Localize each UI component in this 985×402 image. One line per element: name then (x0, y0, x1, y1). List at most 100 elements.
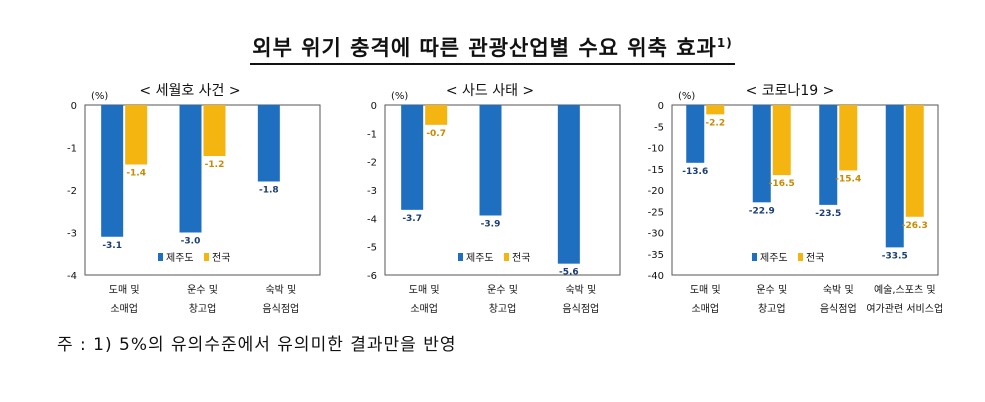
x-category-label: 창고업 (189, 302, 217, 315)
plot-frame (84, 104, 321, 276)
x-category-label: 도매 및 (690, 284, 721, 296)
data-label: -16.5 (769, 179, 795, 189)
x-category-label: 소매업 (110, 302, 138, 315)
data-label: -3.1 (102, 241, 122, 251)
x-category-label: 소매업 (410, 302, 438, 315)
panel-title-sewol: < 세월호 사건 > (139, 83, 241, 99)
y-unit-label: (%) (678, 91, 695, 102)
x-category-label: 소매업 (691, 302, 719, 315)
y-tick-label: -1 (367, 129, 377, 140)
legend-swatch-jeju (752, 253, 757, 261)
bar-national (425, 105, 448, 125)
legend-label-jeju: 제주도 (166, 252, 194, 264)
data-label: -1.2 (205, 160, 225, 170)
legend-label-jeju: 제주도 (760, 252, 788, 264)
x-category-label: 음식점업 (820, 302, 857, 315)
x-category-label: 창고업 (489, 302, 517, 315)
x-category-label: 숙박 및 (823, 284, 854, 296)
data-label: -0.7 (426, 129, 446, 139)
bar-jeju (257, 105, 280, 182)
bar-national (905, 105, 924, 217)
y-tick-label: -4 (67, 271, 77, 282)
bar-jeju (686, 105, 705, 163)
legend-swatch-jeju (158, 253, 163, 261)
panel-title-thaad: < 사드 사태 > (445, 83, 535, 99)
chart-title-text: 외부 위기 충격에 따른 관광산업별 수요 위축 효과 (252, 36, 717, 60)
x-category-label: 운수 및 (487, 284, 518, 296)
plot-frame (384, 104, 621, 276)
y-tick-label: -5 (654, 122, 664, 133)
plot-frame (671, 104, 939, 276)
y-unit-label: (%) (391, 91, 408, 102)
y-tick-label: 0 (658, 101, 664, 112)
y-tick-label: 0 (371, 101, 377, 112)
x-category-label: 숙박 및 (265, 284, 296, 296)
legend-swatch-national (798, 253, 803, 261)
y-tick-label: -3 (67, 229, 77, 240)
data-label: -1.4 (126, 169, 146, 179)
y-tick-label: -6 (367, 271, 377, 282)
legend-swatch-national (504, 253, 509, 261)
y-tick-label: -5 (367, 243, 377, 254)
chart-title: 외부 위기 충격에 따른 관광산업별 수요 위축 효과1) (250, 32, 735, 65)
data-label: -3.9 (481, 220, 501, 230)
bar-jeju (885, 105, 904, 248)
bar-jeju (479, 105, 502, 216)
y-tick-label: -10 (648, 144, 664, 155)
data-label: -3.0 (181, 237, 201, 247)
y-tick-label: -4 (367, 214, 377, 225)
bar-jeju (819, 105, 838, 205)
bar-national (203, 105, 226, 156)
y-tick-label: 0 (71, 101, 77, 112)
title-footnote-marker: 1) (716, 36, 733, 50)
bar-jeju (179, 105, 202, 233)
y-tick-label: -15 (648, 165, 664, 176)
data-label: -13.6 (682, 167, 708, 177)
data-label: -26.3 (902, 221, 928, 231)
y-tick-label: -2 (367, 158, 377, 169)
panel-title-covid: < 코로나19 > (745, 83, 835, 99)
data-label: -2.2 (705, 118, 725, 128)
bar-chart-covid: (%) 0 -5 -10 -15 -20 -25 -30 -35 -40 -13.6 -2.2 도매 및… (648, 91, 943, 315)
y-tick-label: -1 (67, 144, 77, 155)
x-category-label: 음식점업 (562, 302, 599, 315)
x-category-label: 운수 및 (187, 284, 218, 296)
y-tick-label: -2 (67, 186, 77, 197)
x-category-label: 숙박 및 (565, 284, 596, 296)
footnote: 주 : 1) 5%의 유의수준에서 유의미한 결과만을 반영 (57, 335, 457, 355)
data-label: -1.8 (259, 186, 279, 196)
y-tick-label: -40 (648, 271, 664, 282)
bar-jeju (101, 105, 124, 237)
y-tick-label: -3 (367, 186, 377, 197)
data-label: -15.4 (835, 174, 861, 184)
legend-label-national: 전국 (512, 252, 530, 264)
bar-national (839, 105, 858, 171)
bar-national (772, 105, 791, 176)
data-label: -23.5 (815, 209, 841, 219)
x-category-label: 운수 및 (756, 284, 787, 296)
bar-jeju (557, 105, 580, 264)
x-category-label: 예술,스포츠 및 (874, 284, 936, 296)
x-category-label: 도매 및 (109, 284, 140, 296)
y-unit-label: (%) (91, 91, 108, 102)
y-tick-label: -30 (648, 229, 664, 240)
data-label: -3.7 (402, 214, 422, 224)
x-category-label: 도매 및 (409, 284, 440, 296)
bar-jeju (401, 105, 424, 210)
bar-national (125, 105, 148, 165)
bar-national (706, 105, 725, 115)
y-tick-label: -20 (648, 186, 664, 197)
data-label: -33.5 (882, 251, 908, 261)
bar-jeju (752, 105, 771, 203)
y-tick-label: -35 (648, 250, 664, 261)
data-label: -22.9 (749, 206, 775, 216)
legend-swatch-jeju (458, 253, 463, 261)
x-category-label: 여가관련 서비스업 (866, 302, 943, 315)
legend-label-national: 전국 (212, 252, 230, 264)
legend-label-national: 전국 (806, 252, 824, 264)
legend-swatch-national (204, 253, 209, 261)
